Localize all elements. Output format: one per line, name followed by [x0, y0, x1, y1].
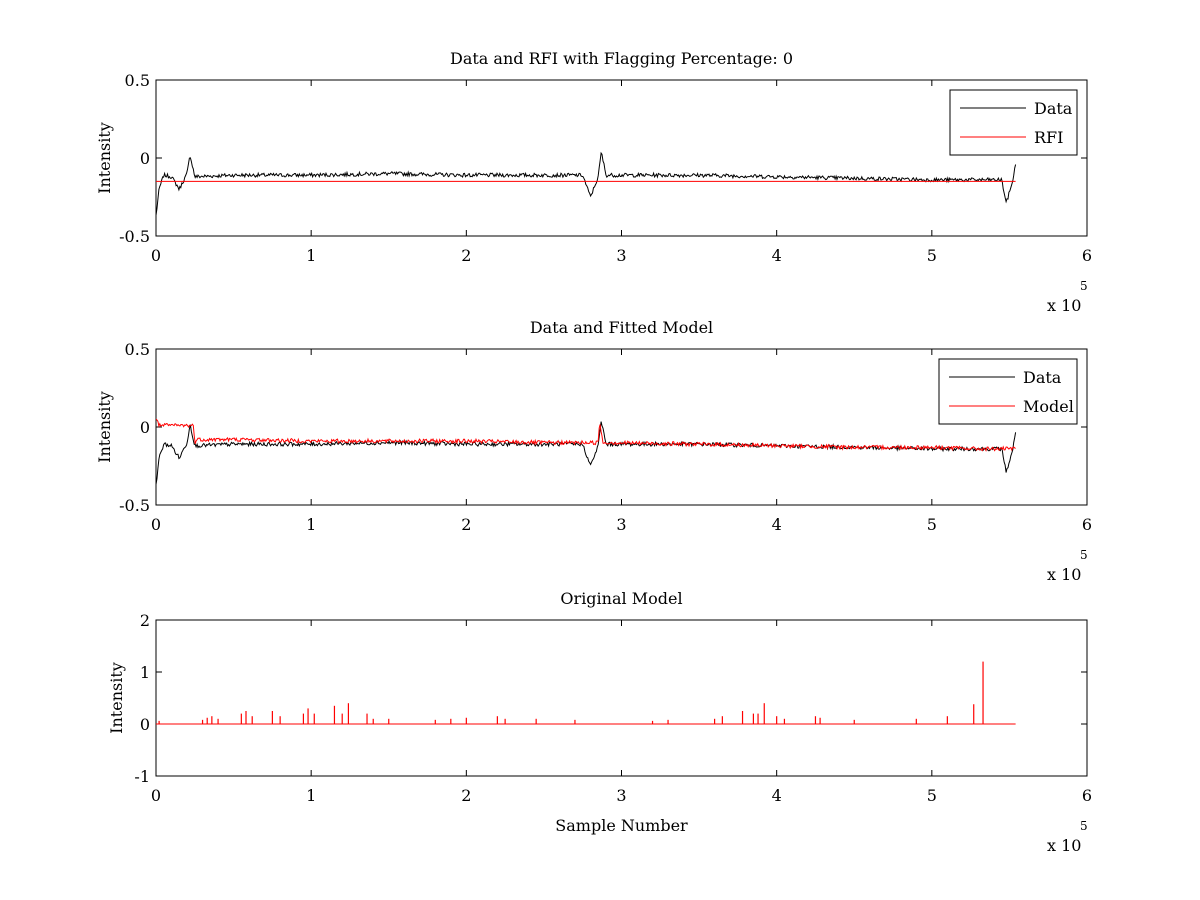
legend-label: Data — [1034, 99, 1073, 118]
x-tick-label: 5 — [927, 786, 937, 805]
chart-title: Data and Fitted Model — [530, 318, 713, 337]
x-tick-label: 5 — [927, 246, 937, 265]
y-tick-label: 0 — [140, 149, 150, 168]
x-axis: 0 1 2 3 4 5 6 — [151, 620, 1092, 805]
x-exponent: 5 — [1080, 548, 1088, 562]
y-axis: 0.5 0 -0.5 — [119, 71, 1087, 246]
x-tick-label: 6 — [1082, 515, 1092, 534]
legend-label: RFI — [1034, 128, 1063, 147]
x-multiplier: x 10 — [1047, 296, 1081, 315]
y-tick-label: -0.5 — [119, 227, 150, 246]
x-tick-label: 6 — [1082, 786, 1092, 805]
x-multiplier: x 10 — [1047, 565, 1081, 584]
chart-panel-1: Data and RFI with Flagging Percentage: 0… — [95, 49, 1092, 315]
y-tick-label: -0.5 — [119, 496, 150, 515]
x-tick-label: 1 — [306, 246, 316, 265]
y-tick-label: 0.5 — [125, 71, 150, 90]
panels: Data and RFI with Flagging Percentage: 0… — [95, 49, 1092, 855]
x-tick-label: 1 — [306, 786, 316, 805]
y-tick-label: 2 — [140, 611, 150, 630]
x-axis-label: Sample Number — [555, 816, 688, 835]
legend-label: Model — [1023, 397, 1074, 416]
x-tick-label: 0 — [151, 515, 161, 534]
x-axis: 0 1 2 3 4 5 6 — [151, 80, 1092, 265]
x-tick-label: 0 — [151, 786, 161, 805]
y-axis-label: Intensity — [95, 122, 114, 194]
series-line-data — [156, 151, 1017, 216]
legend: Data Model — [938, 358, 1078, 425]
x-tick-label: 4 — [772, 515, 782, 534]
chart-title: Data and RFI with Flagging Percentage: 0 — [450, 49, 793, 68]
x-tick-label: 3 — [616, 246, 626, 265]
y-tick-label: 0.5 — [125, 340, 150, 359]
legend: Data RFI — [949, 89, 1078, 156]
series-group — [156, 151, 1017, 216]
x-multiplier: x 10 — [1047, 836, 1081, 855]
x-tick-label: 2 — [461, 515, 471, 534]
x-axis: 0 1 2 3 4 5 6 — [151, 349, 1092, 534]
x-exponent: 5 — [1080, 819, 1088, 833]
x-tick-label: 2 — [461, 246, 471, 265]
x-tick-label: 2 — [461, 786, 471, 805]
y-axis-label: Intensity — [107, 662, 126, 734]
x-tick-label: 6 — [1082, 246, 1092, 265]
chart-title: Original Model — [560, 589, 682, 608]
x-tick-label: 4 — [772, 786, 782, 805]
x-tick-label: 3 — [616, 515, 626, 534]
legend-label: Data — [1023, 368, 1062, 387]
series-group — [156, 661, 1016, 725]
y-tick-label: 0 — [140, 715, 150, 734]
y-axis: 0.5 0 -0.5 — [119, 340, 1087, 515]
y-axis: 2 1 0 -1 — [134, 611, 1087, 786]
plot-area — [155, 79, 1088, 237]
y-tick-label: 0 — [140, 418, 150, 437]
legend-box — [938, 358, 1078, 425]
y-tick-label: 1 — [140, 663, 150, 682]
series-line-model — [156, 418, 1016, 452]
y-axis-label: Intensity — [95, 391, 114, 463]
x-tick-label: 0 — [151, 246, 161, 265]
y-tick-label: -1 — [134, 767, 150, 786]
legend-box — [949, 89, 1078, 156]
x-tick-label: 4 — [772, 246, 782, 265]
x-tick-label: 1 — [306, 515, 316, 534]
plot-area — [155, 619, 1088, 777]
plot-area — [155, 348, 1088, 506]
x-tick-label: 5 — [927, 515, 937, 534]
x-tick-label: 3 — [616, 786, 626, 805]
series-group — [156, 418, 1017, 485]
x-exponent: 5 — [1080, 279, 1088, 293]
